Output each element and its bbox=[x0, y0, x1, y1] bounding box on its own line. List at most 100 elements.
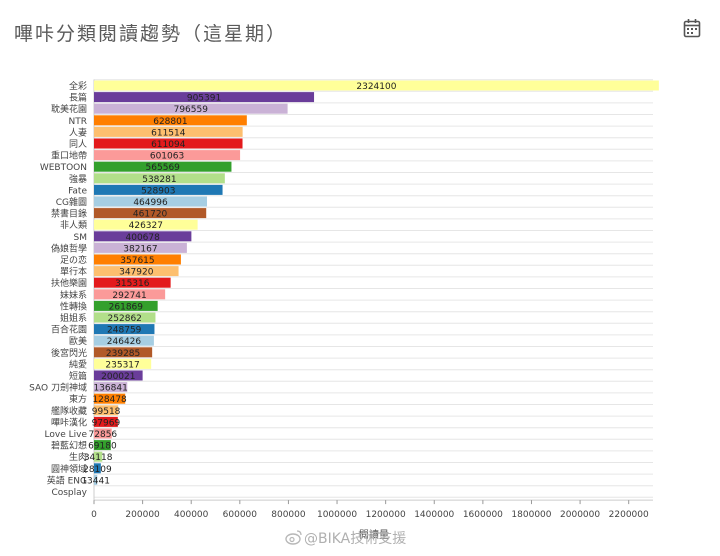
bar bbox=[94, 405, 119, 416]
category-label: 圓神領域 bbox=[51, 463, 87, 475]
bar bbox=[94, 266, 179, 277]
bar bbox=[94, 289, 166, 300]
category-label: 碧藍幻想 bbox=[51, 440, 87, 452]
value-label: 128478 bbox=[92, 395, 127, 405]
category-label: 後宮閃光 bbox=[51, 347, 87, 359]
category-label: 妹妹系 bbox=[60, 289, 87, 301]
x-tick-label: 2200000 bbox=[609, 510, 649, 520]
category-label: 百合花園 bbox=[51, 324, 87, 336]
category-label: 扶他樂園 bbox=[51, 277, 87, 289]
x-tick-label: 800000 bbox=[271, 510, 306, 520]
category-label: Cosplay bbox=[51, 488, 87, 498]
category-label: 性轉換 bbox=[60, 300, 87, 312]
bar bbox=[94, 92, 315, 103]
bar bbox=[94, 335, 154, 346]
category-label: Fate bbox=[68, 186, 87, 196]
category-label: 純愛 bbox=[69, 358, 87, 370]
x-axis-ticks: 0 200000 400000 600000 800000 1000000 1200000 1… bbox=[91, 500, 649, 520]
category-label: 強暴 bbox=[69, 173, 87, 185]
category-label: 禁書目錄 bbox=[51, 208, 87, 220]
value-label: 239285 bbox=[106, 349, 140, 359]
value-label: 72856 bbox=[89, 430, 118, 440]
value-label: 347920 bbox=[119, 268, 154, 278]
category-label: 東方 bbox=[69, 393, 87, 405]
bar bbox=[94, 173, 225, 184]
value-label: 357615 bbox=[120, 256, 154, 266]
value-label: 400678 bbox=[126, 233, 161, 243]
value-label: 611094 bbox=[151, 140, 186, 150]
bar bbox=[94, 463, 101, 474]
x-tick-label: 600000 bbox=[223, 510, 258, 520]
category-label: 長篇 bbox=[69, 92, 87, 104]
value-label: 464996 bbox=[133, 198, 168, 208]
bar bbox=[94, 219, 198, 230]
x-tick-label: 0 bbox=[91, 510, 97, 520]
category-label: 嗶咔漢化 bbox=[51, 416, 87, 428]
bar bbox=[94, 474, 98, 485]
x-tick-label: 1600000 bbox=[463, 510, 503, 520]
bar bbox=[94, 196, 208, 207]
bar bbox=[94, 440, 111, 451]
category-label: 人妻 bbox=[69, 126, 87, 138]
bar bbox=[94, 428, 112, 439]
bar bbox=[94, 150, 241, 161]
value-label: 565569 bbox=[146, 163, 181, 173]
bar bbox=[94, 393, 126, 404]
category-label: 歐美 bbox=[69, 335, 87, 347]
category-label: 非人類 bbox=[60, 219, 87, 231]
category-label: 偽娘哲學 bbox=[51, 242, 87, 254]
value-label: 905391 bbox=[187, 94, 221, 104]
value-label: 69180 bbox=[88, 442, 117, 452]
value-label: 611514 bbox=[151, 128, 186, 138]
value-label: 252862 bbox=[108, 314, 142, 324]
value-label: 601063 bbox=[150, 152, 184, 162]
category-label: 全彩 bbox=[69, 80, 87, 92]
value-label: 28109 bbox=[83, 465, 112, 475]
value-label: 292741 bbox=[112, 291, 146, 301]
bar bbox=[94, 382, 128, 393]
value-label: 796559 bbox=[174, 105, 209, 115]
value-label: 538281 bbox=[142, 175, 176, 185]
bar bbox=[94, 103, 288, 114]
watermark: @BIKA技術支援 bbox=[304, 531, 407, 547]
value-label: 528903 bbox=[141, 186, 175, 196]
value-label: 246426 bbox=[107, 337, 142, 347]
x-tick-label: 1800000 bbox=[511, 510, 551, 520]
weibo-icon bbox=[285, 530, 302, 545]
value-label: 315316 bbox=[115, 279, 150, 289]
value-label: 461720 bbox=[133, 210, 168, 220]
value-label: 34118 bbox=[84, 453, 113, 463]
category-label: NTR bbox=[69, 117, 87, 127]
category-label: 英語 ENG bbox=[47, 474, 87, 486]
value-label: 261869 bbox=[109, 302, 144, 312]
bar bbox=[94, 312, 156, 323]
grid-lines bbox=[93, 79, 653, 501]
value-label: 200021 bbox=[101, 372, 135, 382]
category-label: 足の恋 bbox=[60, 254, 87, 266]
category-label: 重口地帶 bbox=[51, 150, 87, 162]
value-label: 382167 bbox=[123, 244, 157, 254]
calendar-icon[interactable] bbox=[683, 18, 701, 38]
category-label: 艦隊收藏 bbox=[51, 405, 87, 417]
value-label: 136841 bbox=[93, 384, 127, 394]
x-tick-label: 1200000 bbox=[366, 510, 406, 520]
bar bbox=[94, 231, 192, 242]
x-tick-label: 1000000 bbox=[317, 510, 357, 520]
value-label: 99518 bbox=[92, 407, 121, 417]
bar bbox=[94, 184, 223, 195]
bar bbox=[94, 80, 659, 91]
bar bbox=[94, 358, 152, 369]
category-label: 單行本 bbox=[60, 266, 87, 278]
x-tick-label: 200000 bbox=[125, 510, 160, 520]
category-label: 耽美花園 bbox=[51, 103, 87, 115]
bar bbox=[94, 254, 181, 265]
value-label: 13441 bbox=[81, 476, 110, 486]
x-tick-label: 2000000 bbox=[560, 510, 600, 520]
x-axis-label: 閱讀量 bbox=[359, 528, 389, 541]
category-label: 姐姐系 bbox=[60, 312, 87, 324]
value-label: 235317 bbox=[105, 360, 139, 370]
x-tick-label: 1400000 bbox=[414, 510, 454, 520]
